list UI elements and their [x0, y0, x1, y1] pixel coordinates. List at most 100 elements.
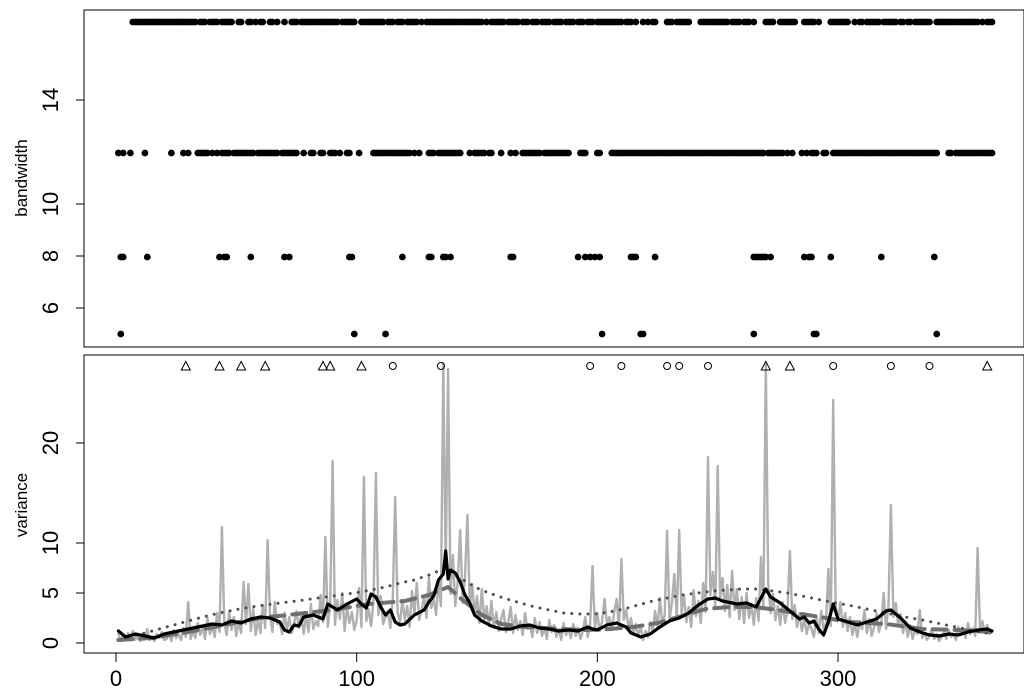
bandwidth-point [117, 330, 125, 338]
bandwidth-point [285, 253, 293, 261]
bandwidth-point [334, 18, 341, 26]
bandwidth-point [812, 149, 820, 157]
bandwidth-point [875, 18, 883, 26]
bandwidth-point [591, 253, 599, 261]
bandwidth-point [844, 18, 851, 26]
bandwidth-point [115, 149, 122, 157]
bandwidth-point [281, 18, 288, 26]
x-tick-label: 300 [820, 666, 857, 691]
triangle-marker [356, 360, 367, 371]
triangle-marker [259, 360, 271, 371]
bandwidth-point [336, 149, 344, 157]
bandwidth-point [259, 18, 267, 26]
bandwidth-point [478, 18, 486, 26]
bandwidth-point [466, 149, 474, 157]
bandwidth-point [639, 330, 647, 338]
bandwidth-point [750, 330, 758, 338]
bandwidth-point [812, 330, 820, 338]
bandwidth-axis-label: bandwidth [12, 139, 31, 217]
circle-marker [675, 362, 684, 370]
variance-y-tick-label: 20 [38, 431, 63, 455]
bandwidth-point [735, 18, 743, 26]
triangle-marker [317, 360, 329, 371]
bandwidth-point [512, 149, 519, 157]
bandwidth-point [750, 18, 758, 26]
bandwidth-point [581, 149, 589, 157]
variance-panel: 0 5 10 20 0 100 200 300 variance [12, 354, 1024, 691]
bandwidth-point [618, 18, 625, 26]
bandwidth-point [350, 330, 358, 338]
bandwidth-point [309, 149, 317, 157]
raw-variance-line [117, 361, 991, 643]
bandwidth-point [586, 253, 594, 261]
bandwidth-point [252, 18, 259, 26]
bandwidth-point [808, 253, 815, 261]
bandwidth-y-tick-label: 10 [38, 192, 63, 216]
bandwidth-point [389, 18, 397, 26]
event-markers [180, 360, 993, 371]
bandwidth-point [223, 253, 231, 261]
bandwidth-point [273, 149, 281, 157]
bandwidth-point [225, 149, 233, 157]
bandwidth-point [399, 253, 406, 261]
circle-marker [586, 362, 595, 370]
bandwidth-point [685, 18, 693, 26]
bandwidth-panel: 6 8 10 14 bandwidth [12, 9, 1024, 348]
bandwidth-point [651, 253, 659, 261]
bandwidth-point [533, 18, 541, 26]
bandwidth-point [281, 253, 288, 261]
bandwidth-point [858, 18, 866, 26]
circle-marker [925, 362, 934, 370]
bandwidth-point [119, 253, 127, 261]
bandwidth-point [798, 149, 806, 157]
variance-y-tick-label: 10 [38, 531, 63, 555]
bandwidth-point [639, 18, 647, 26]
bandwidth-point [574, 253, 582, 261]
triangle-marker [784, 360, 796, 371]
bandwidth-point [933, 149, 941, 157]
bandwidth-point [488, 149, 495, 157]
bandwidth-point [723, 18, 731, 26]
bandwidth-point [803, 149, 811, 157]
bandwidth-y-tick-label: 14 [38, 88, 63, 112]
bandwidth-point [355, 149, 363, 157]
bandwidth-point [500, 18, 507, 26]
variance-axis-label: variance [12, 473, 31, 537]
bandwidth-point [810, 18, 818, 26]
bandwidth-point [480, 149, 488, 157]
variance-lines [116, 361, 994, 643]
bandwidth-point [483, 18, 490, 26]
bandwidth-point [822, 149, 830, 157]
bandwidth-point [784, 149, 791, 157]
bandwidth-point [745, 18, 753, 26]
bandwidth-point [201, 18, 209, 26]
bandwidth-point [979, 18, 986, 26]
bandwidth-point [827, 253, 835, 261]
bandwidth-point [213, 18, 221, 26]
dotted-variance-line [126, 566, 994, 639]
circle-marker [617, 362, 626, 370]
bandwidth-point [988, 149, 996, 157]
bandwidth-point [415, 149, 423, 157]
bandwidth-point [899, 18, 907, 26]
circle-marker [388, 362, 397, 370]
bandwidth-point [589, 18, 596, 26]
bandwidth-point [247, 253, 255, 261]
triangle-marker [235, 360, 247, 371]
circle-marker [436, 362, 445, 370]
bandwidth-point [933, 330, 941, 338]
bandwidth-point [346, 149, 353, 157]
bandwidth-point [930, 253, 938, 261]
bandwidth-point [406, 149, 413, 157]
triangle-marker [214, 360, 225, 371]
triangle-marker [324, 360, 336, 371]
bandwidth-point [427, 253, 435, 261]
bandwidth-y-tick-label: 6 [38, 302, 63, 314]
bandwidth-point [524, 18, 531, 26]
bandwidth-point [644, 18, 652, 26]
bandwidth-point [143, 253, 151, 261]
bandwidth-point [565, 149, 572, 157]
bandwidth-point [791, 18, 799, 26]
bandwidth-point [651, 18, 659, 26]
